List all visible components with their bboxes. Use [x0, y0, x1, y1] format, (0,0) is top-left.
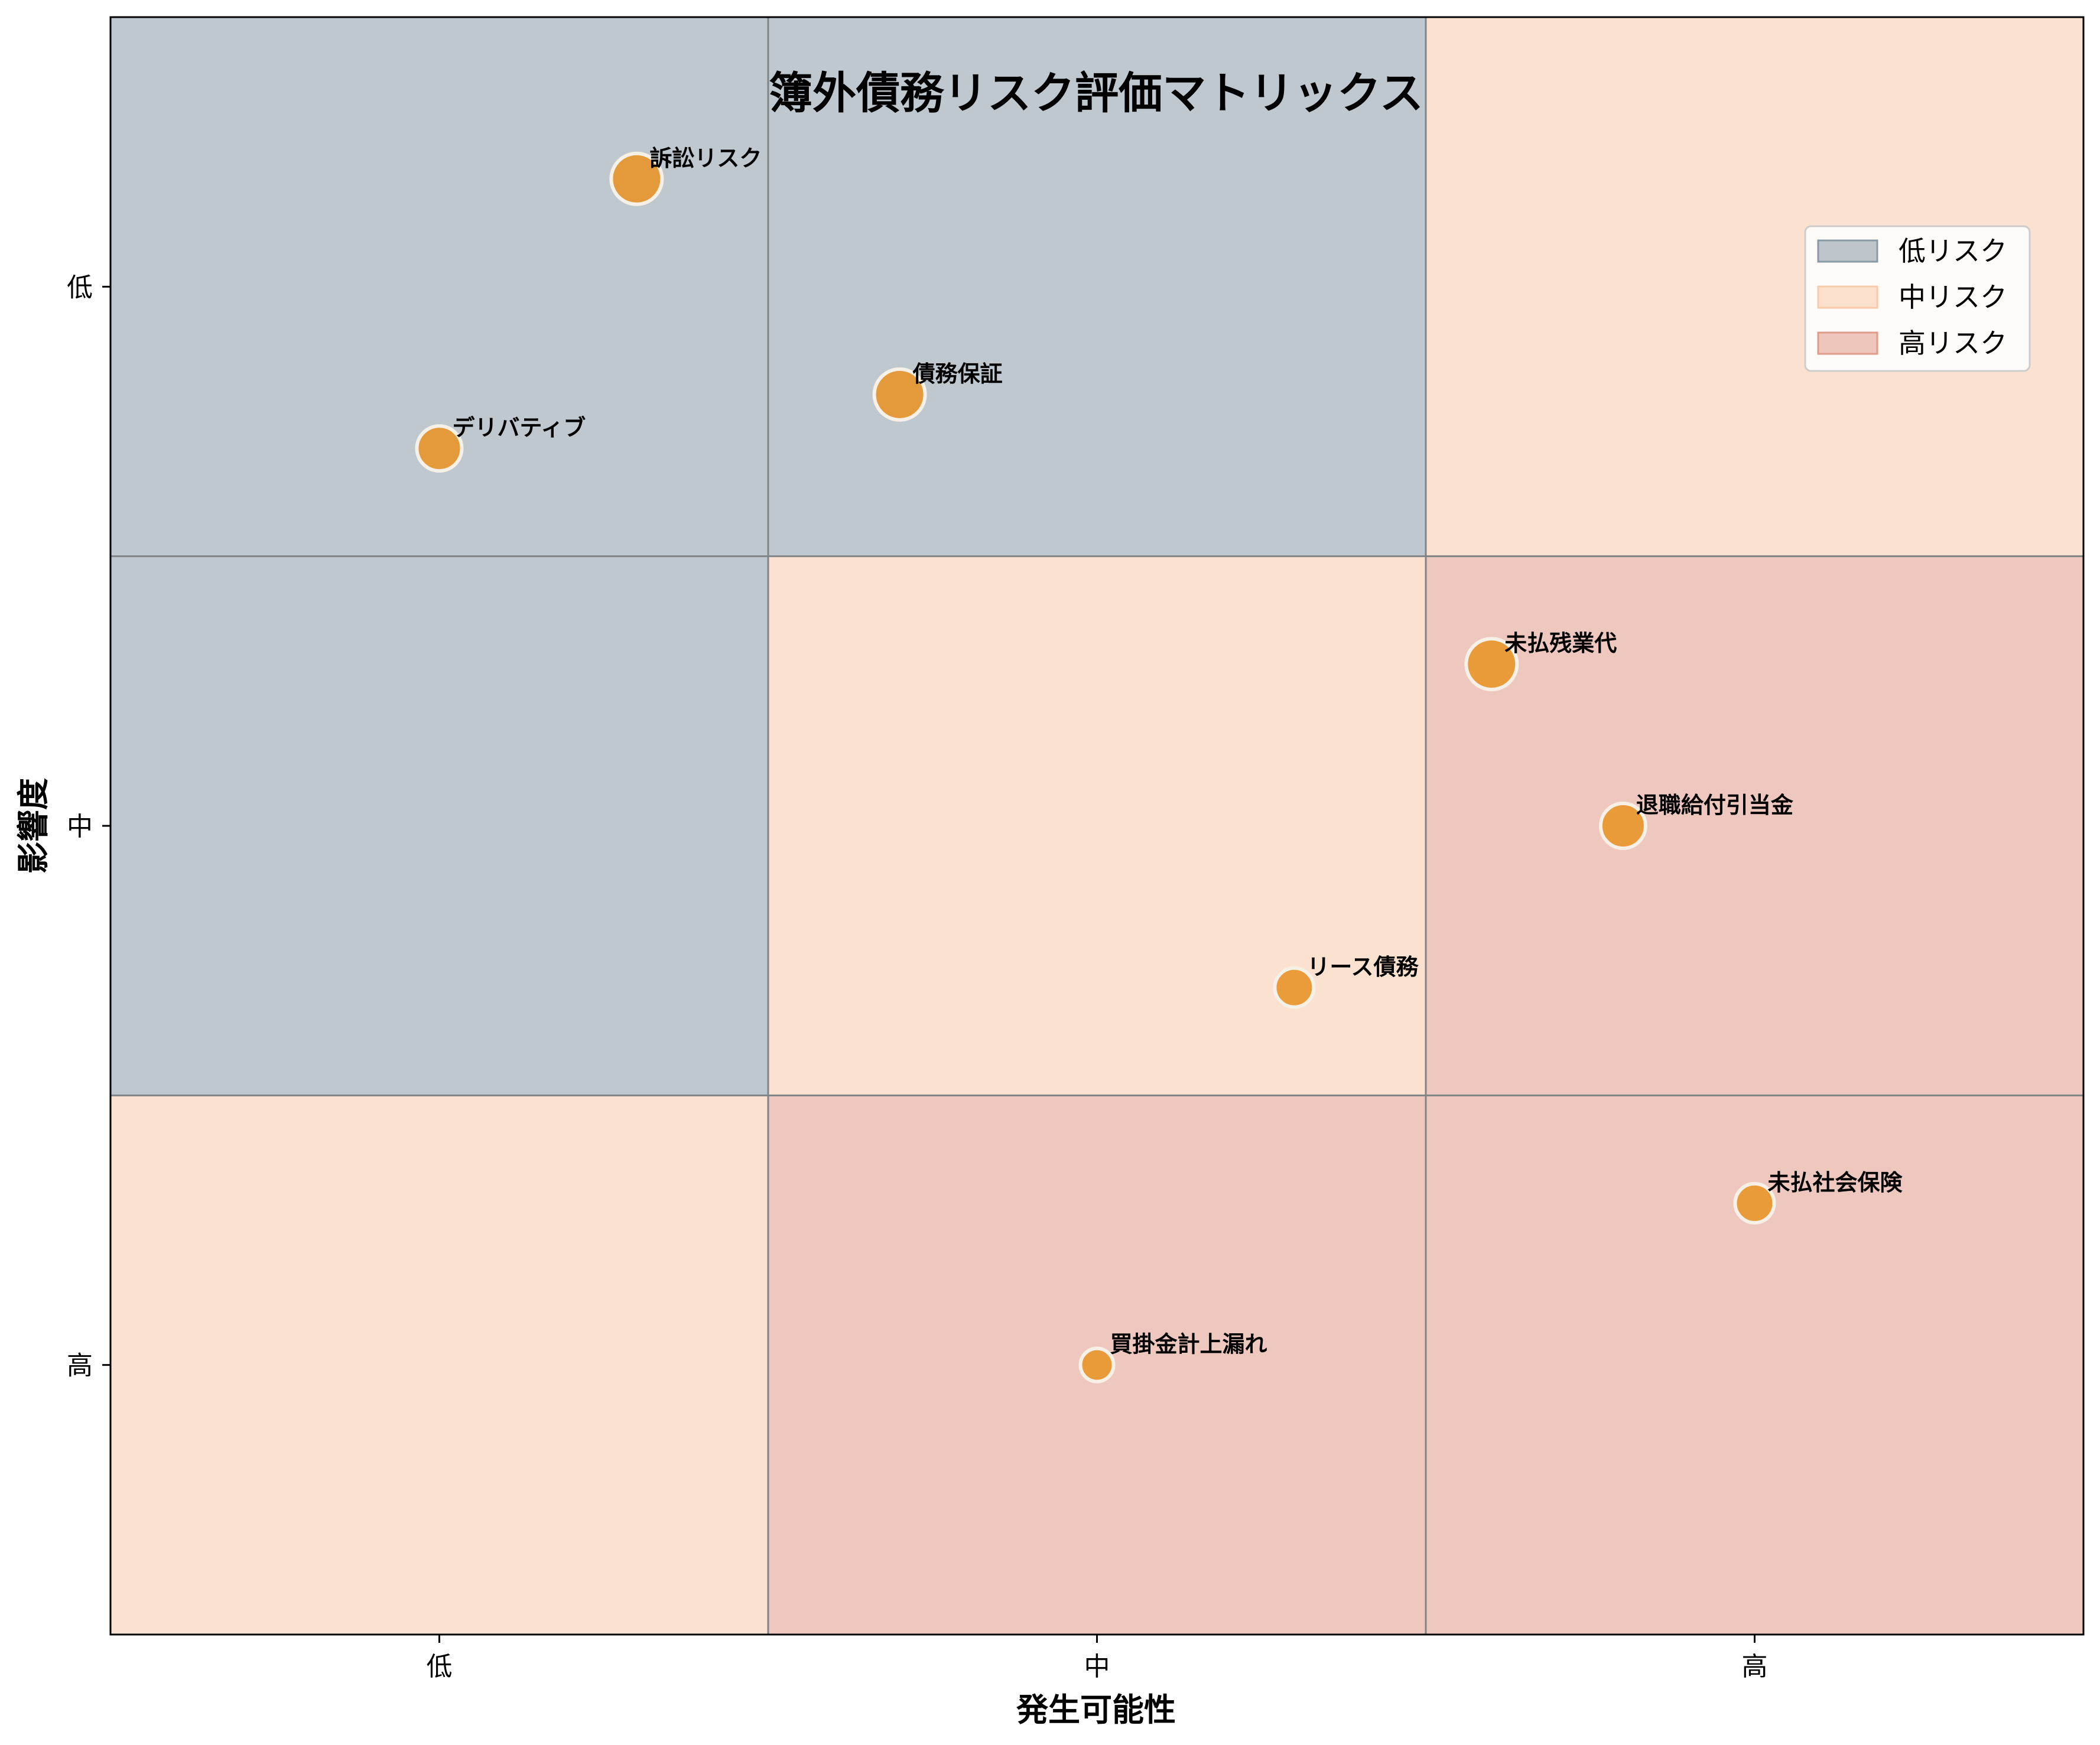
x-tick-label: 低: [427, 1652, 453, 1682]
y-axis-label: 影響度: [15, 778, 52, 874]
data-point: [1078, 1346, 1116, 1383]
x-axis-ticks: 低中高: [427, 1635, 1768, 1682]
risk-zone-5: [768, 556, 1426, 1096]
risk-zone-6: [1426, 556, 2083, 1096]
data-point-label: 未払残業代: [1504, 630, 1617, 656]
data-point: [1733, 1181, 1776, 1225]
chart-title: 簿外債務リスク評価マトリックス: [769, 68, 1423, 119]
y-tick-label: 低: [67, 272, 93, 302]
data-point: [609, 151, 664, 206]
legend-label: 低リスク: [1899, 235, 2007, 267]
data-point-label: 退職給付引当金: [1636, 792, 1794, 818]
data-point-label: 債務保証: [912, 361, 1003, 387]
risk-zone-7: [110, 1095, 768, 1635]
risk-zone-2: [768, 17, 1426, 556]
x-tick-label: 高: [1742, 1652, 1768, 1682]
risk-zone-1: [110, 17, 768, 556]
data-point-label: 買掛金計上漏れ: [1110, 1331, 1267, 1357]
legend-swatch: [1817, 331, 1878, 355]
data-point: [872, 367, 927, 422]
data-point-label: リース債務: [1307, 954, 1419, 980]
data-point-label: 未払社会保険: [1768, 1170, 1903, 1196]
zone-borders: [110, 17, 2083, 1635]
data-point: [1598, 802, 1647, 850]
data-point: [415, 424, 464, 473]
legend-swatch: [1817, 285, 1878, 309]
data-point-label: デリバティブ: [453, 415, 586, 441]
y-tick-label: 高: [67, 1351, 93, 1381]
x-tick-label: 中: [1084, 1652, 1110, 1682]
data-point: [1464, 637, 1519, 692]
data-point: [1273, 966, 1316, 1009]
data-point-label: 訴訟リスク: [649, 145, 762, 171]
legend-swatch: [1817, 239, 1878, 263]
y-axis-ticks: 低中高: [67, 272, 110, 1381]
y-tick-label: 中: [67, 812, 93, 842]
risk-zone-9: [1426, 1095, 2083, 1635]
legend-label: 高リスク: [1899, 327, 2007, 359]
legend-label: 中リスク: [1899, 281, 2007, 313]
risk-zone-4: [110, 556, 768, 1096]
x-axis-label: 発生可能性: [1016, 1691, 1176, 1728]
risk-zones: [110, 17, 2083, 1635]
